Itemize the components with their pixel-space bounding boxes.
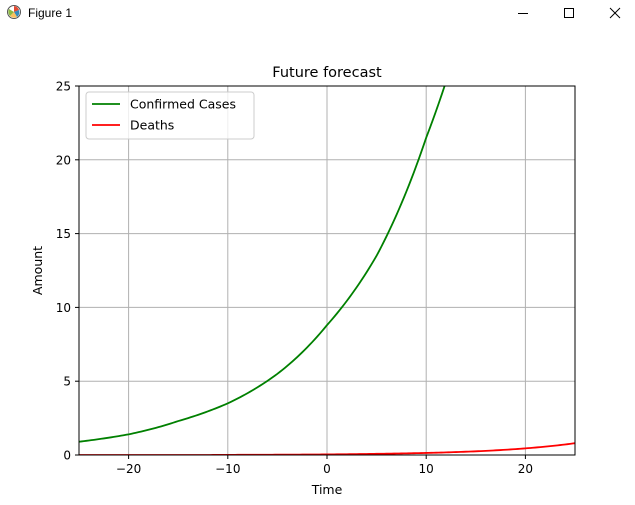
x-tick-label: 0 xyxy=(323,462,331,476)
legend-box xyxy=(85,91,255,140)
maximize-icon xyxy=(564,8,574,18)
ticks: −20 −10 0 10 20 0 5 10 15 20 25 xyxy=(56,80,533,477)
minimize-icon xyxy=(518,13,528,14)
legend-label: Deaths xyxy=(130,118,174,133)
x-tick-label: −10 xyxy=(215,462,240,476)
minimize-button[interactable] xyxy=(500,0,546,26)
legend: Confirmed Cases Deaths xyxy=(85,91,255,140)
window-title: Figure 1 xyxy=(28,6,73,20)
chart-figure: −20 −10 0 10 20 0 5 10 15 20 25 Future forecast Ti… xyxy=(30,65,576,497)
x-tick-label: 20 xyxy=(518,462,533,476)
grid xyxy=(79,85,575,456)
y-axis-label: Amount xyxy=(30,246,45,295)
series-line-0 xyxy=(79,86,446,443)
x-tick-label: 10 xyxy=(419,462,434,476)
y-tick-label: 10 xyxy=(56,301,71,315)
y-tick-label: 20 xyxy=(56,153,71,167)
y-tick-label: 0 xyxy=(63,449,71,463)
series-line-1 xyxy=(79,442,575,455)
series-layer xyxy=(79,86,575,455)
x-tick-label: −20 xyxy=(116,462,141,476)
chart-title: Future forecast xyxy=(272,65,382,81)
y-tick-label: 15 xyxy=(56,227,71,241)
maximize-button[interactable] xyxy=(546,0,592,26)
title-bar: Figure 1 xyxy=(0,0,635,26)
close-button[interactable] xyxy=(592,0,635,26)
close-icon xyxy=(609,7,621,19)
x-axis-label: Time xyxy=(311,482,343,497)
matplotlib-icon xyxy=(7,5,21,19)
y-tick-label: 25 xyxy=(56,80,71,94)
y-tick-label: 5 xyxy=(63,375,71,389)
legend-label: Confirmed Cases xyxy=(130,97,236,112)
